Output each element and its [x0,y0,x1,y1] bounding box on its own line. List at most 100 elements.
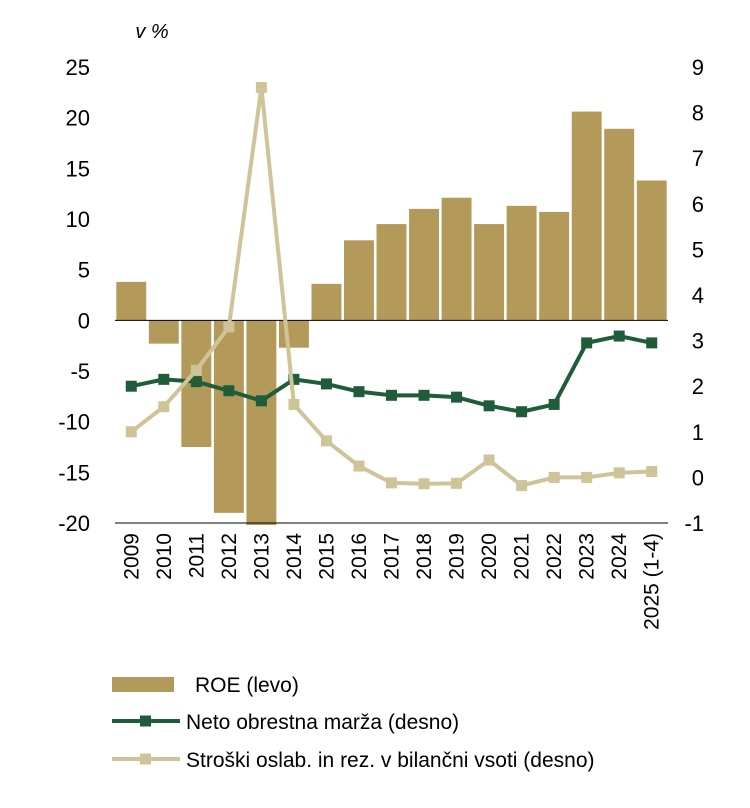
legend-swatch-roe [112,677,174,692]
roe-bar [571,111,602,321]
right-tick-label: 9 [692,55,704,80]
legend-label: Neto obrestna marža (desno) [186,711,459,734]
impairment-marker [125,426,137,438]
nim-marker [451,391,463,403]
x-tick-label: 2019 [446,533,469,580]
nim-marker [548,398,560,410]
impairment-marker [190,364,202,376]
left-tick-label: 15 [66,156,90,181]
right-tick-label: 0 [692,465,704,490]
roe-bar [116,281,147,321]
left-tick-label: -10 [58,410,90,435]
impairment-marker [613,467,625,479]
x-tick-label: 2014 [283,533,306,580]
roe-bar [636,180,667,321]
impairment-marker [418,478,430,490]
x-tick-label: 2009 [120,533,143,580]
legend-label: ROE (levo) [195,674,299,697]
roe-bar [474,224,505,321]
nim-marker [418,389,430,401]
unit-label: v % [135,21,168,43]
impairment-marker [320,435,332,447]
impairment-marker [288,398,300,410]
right-tick-label: 1 [692,420,704,445]
legend-swatch-marker [140,753,151,765]
x-tick-label: 2023 [576,533,599,580]
impairment-marker [451,477,463,489]
left-tick-label: 10 [66,207,90,232]
impairment-marker [158,401,170,413]
nim-marker [386,389,397,401]
line-series [125,82,658,492]
left-tick-label: 20 [66,106,90,131]
roe-bar [539,211,570,321]
legend: ROE (levo) Neto obrestna marža (desno) Str… [112,674,595,772]
right-tick-label: 8 [692,101,704,126]
roe-bars [116,111,667,526]
nim-marker [483,400,495,412]
x-tick-label: 2025 (1-4) [641,533,664,630]
roe-bar [506,205,537,321]
impairment-marker [581,471,593,483]
impairment-marker [483,454,495,466]
nim-marker [320,378,332,390]
x-axis: 2009 2010 2011 2012 2013 2014 2015 2016 2017 2018… [120,533,663,630]
roe-bar [344,240,374,321]
x-tick-label: 2018 [413,533,436,580]
left-tick-label: -15 [58,460,90,485]
nim-marker [288,373,300,385]
left-tick-label: 0 [78,308,90,333]
left-tick-label: -20 [58,511,90,536]
nim-marker [581,337,593,349]
x-tick-label: 2012 [218,533,241,580]
legend-label: Stroški oslab. in rez. v bilančni vsoti … [186,749,595,772]
right-tick-label: 3 [692,329,704,354]
roe-bar [246,320,277,526]
x-tick-label: 2022 [543,533,566,580]
right-tick-label: 4 [692,283,704,308]
right-tick-label: 5 [692,237,704,262]
x-tick-label: 2013 [250,533,273,580]
nim-marker [613,330,625,342]
x-tick-label: 2015 [315,533,338,580]
x-tick-label: 2016 [348,533,371,580]
x-tick-label: 2024 [608,533,631,580]
right-tick-label: 6 [692,192,704,217]
impairment-marker [646,465,658,477]
right-axis: -1 0 1 2 3 4 5 6 7 8 9 [684,55,704,536]
impairment-marker [353,460,365,472]
roe-bar [376,224,407,321]
impairment-marker [255,82,267,94]
left-tick-label: 5 [78,258,90,283]
nim-marker [223,385,235,397]
roe-bar [278,320,309,348]
nim-marker [125,380,137,392]
x-tick-label: 2010 [153,533,176,580]
impairment-marker [516,480,528,492]
x-tick-label: 2011 [185,533,208,578]
impairment-marker [548,471,560,483]
nim-marker [646,337,658,349]
roe-bar [604,128,635,321]
roe-bar [311,283,342,321]
right-tick-label: 7 [692,146,704,171]
left-tick-label: 25 [66,55,90,80]
roe-bar [148,320,179,344]
roe-bar [409,208,439,321]
right-tick-label: -1 [684,511,704,536]
nim-marker [255,395,267,407]
nim-marker [158,373,170,385]
nim-marker [190,376,202,388]
right-tick-label: 2 [692,374,704,399]
x-tick-label: 2021 [511,533,534,580]
roe-bar [441,197,472,321]
impairment-marker [386,477,397,489]
roe-bar [213,320,244,513]
impairment-marker [223,321,235,333]
x-tick-label: 2017 [381,533,404,580]
legend-swatch-marker [140,715,151,727]
x-tick-label: 2020 [478,533,501,580]
left-axis: -20 -15 -10 -5 0 5 10 15 20 25 [58,55,90,536]
